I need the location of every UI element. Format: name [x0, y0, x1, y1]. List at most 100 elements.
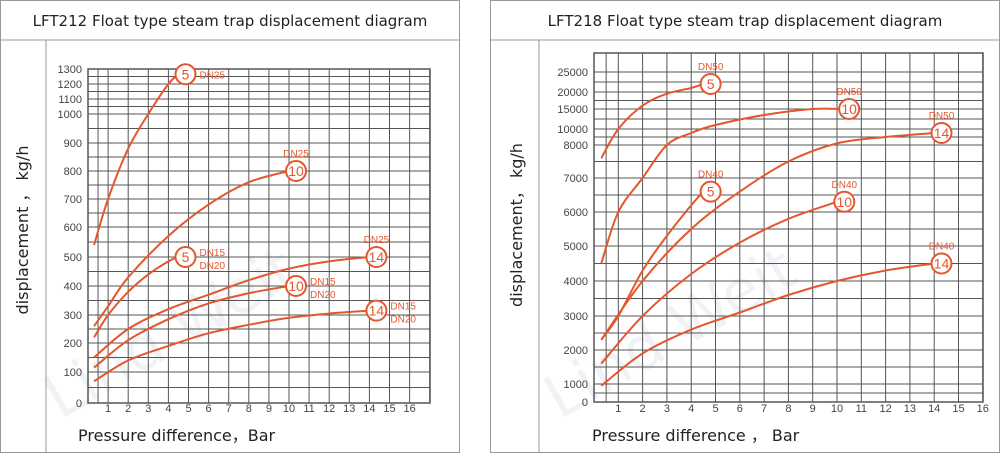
- y-tick-label: 7000: [564, 173, 588, 185]
- plot-border: [593, 52, 984, 403]
- series-6: 14 DN15 DN20: [93, 299, 416, 383]
- x-tick-label: 13: [904, 403, 916, 415]
- chart-1: LFT212 Float type steam trap displacemen…: [0, 0, 460, 453]
- pressure-marker: [833, 190, 856, 213]
- y-axis-title: displacement ， kg/h: [13, 146, 32, 315]
- y-tick-label: 6000: [564, 207, 588, 219]
- series-1: 5 DN25: [93, 63, 225, 246]
- x-tick-label: 6: [737, 403, 743, 415]
- x-tick-label: 13: [343, 403, 355, 415]
- pressure-marker: [838, 98, 861, 120]
- x-tick-label: 10: [831, 403, 843, 415]
- pressure-marker: [699, 73, 722, 95]
- y-tick-label: 1300: [58, 64, 82, 76]
- size-label: DN20: [310, 290, 336, 301]
- size-label: DN40: [929, 242, 955, 253]
- series-curve: [93, 285, 290, 369]
- x-tick-label: 2: [125, 403, 131, 415]
- y-tick-label: 5000: [564, 241, 588, 253]
- pressure-marker: [365, 246, 388, 268]
- series-1: 5 DN50: [600, 62, 724, 159]
- series-3: 5 DN15 DN20: [93, 246, 225, 338]
- y-tick-label: 600: [64, 222, 82, 234]
- x-tick-label: 5: [712, 403, 718, 415]
- x-tick-label: 3: [664, 403, 670, 415]
- y-tick-label: 900: [64, 138, 82, 150]
- chart-title: LFT218 Float type steam trap displacemen…: [548, 12, 943, 30]
- x-tick-label: 1: [615, 403, 621, 415]
- series-curve: [93, 256, 179, 338]
- pressure-marker: [930, 252, 953, 275]
- x-tick-label: 3: [145, 403, 151, 415]
- series-curve: [600, 83, 704, 159]
- size-label: DN15: [310, 277, 336, 288]
- x-tick-label: 4: [165, 403, 171, 415]
- y-tick-label: 0: [76, 398, 82, 410]
- pressure-marker: [174, 63, 197, 86]
- series-4: 14 DN25: [93, 235, 390, 359]
- x-tick-label: 12: [323, 403, 335, 415]
- x-tick-label: 6: [206, 403, 212, 415]
- y-tick-label: 500: [64, 252, 82, 264]
- y-axis-title: displacement， kg/h: [507, 143, 526, 307]
- series-curve: [600, 262, 935, 387]
- y-tick-label: 1000: [58, 109, 82, 121]
- x-tick-label: 15: [383, 403, 395, 415]
- x-axis-title: Pressure difference ， Bar: [592, 426, 800, 445]
- pressure-marker: [174, 246, 197, 268]
- y-tick-label: 700: [64, 194, 82, 206]
- series-2: 10 DN50: [600, 87, 862, 264]
- pressure-marker-label: 5: [707, 76, 715, 92]
- x-tick-label: 15: [952, 403, 964, 415]
- x-tick-label: 5: [185, 403, 191, 415]
- y-tick-label: 3000: [564, 311, 588, 323]
- x-tick-label: 12: [879, 403, 891, 415]
- pressure-marker-label: 10: [841, 101, 857, 117]
- x-tick-label: 14: [928, 403, 940, 415]
- size-label: DN50: [836, 87, 862, 98]
- x-axis-title: Pressure difference，Bar: [78, 426, 276, 445]
- size-label: DN20: [390, 315, 416, 326]
- size-label: DN25: [283, 149, 309, 160]
- size-label: DN40: [698, 170, 724, 181]
- y-tick-label: 10000: [557, 124, 588, 136]
- size-label: DN40: [832, 180, 858, 191]
- y-tick-label: 1200: [58, 79, 82, 91]
- series-curve: [600, 190, 705, 341]
- x-tick-label: 16: [977, 403, 989, 415]
- pressure-marker: [699, 180, 722, 203]
- x-tick-label: 7: [226, 403, 232, 415]
- y-tick-label: 15000: [557, 104, 588, 116]
- series-curve: [93, 256, 370, 359]
- x-tick-label: 10: [283, 403, 295, 415]
- series-curve: [93, 170, 290, 327]
- y-tick-label: 2000: [564, 345, 588, 357]
- y-tick-label: 25000: [557, 67, 588, 79]
- size-label: DN25: [199, 70, 225, 81]
- y-tick-label: 100: [64, 367, 82, 379]
- y-tick-label: 1000: [564, 379, 588, 391]
- pressure-marker: [930, 122, 953, 144]
- y-tick-label: 0: [582, 397, 588, 409]
- chart-title: LFT212 Float type steam trap displacemen…: [33, 12, 428, 30]
- x-tick-label: 16: [403, 403, 415, 415]
- y-tick-label: 4000: [564, 276, 588, 288]
- series-6: 14 DN40: [600, 242, 955, 387]
- series-curve: [600, 132, 935, 341]
- series-curve: [93, 309, 370, 383]
- series-curve: [93, 73, 180, 246]
- chart-2: LFT218 Float type steam trap displacemen…: [490, 0, 1000, 453]
- y-tick-label: 20000: [557, 87, 588, 99]
- pressure-marker-label: 10: [837, 194, 853, 210]
- x-tick-label: 8: [246, 403, 252, 415]
- size-label: DN20: [199, 261, 225, 272]
- y-tick-label: 800: [64, 166, 82, 178]
- x-tick-label: 14: [363, 403, 375, 415]
- x-tick-label: 7: [761, 403, 767, 415]
- pressure-marker-label: 5: [707, 184, 715, 200]
- x-tick-label: 9: [266, 403, 272, 415]
- y-tick-label: 300: [64, 310, 82, 322]
- plot-border: [87, 68, 431, 404]
- x-tick-label: 11: [303, 403, 314, 415]
